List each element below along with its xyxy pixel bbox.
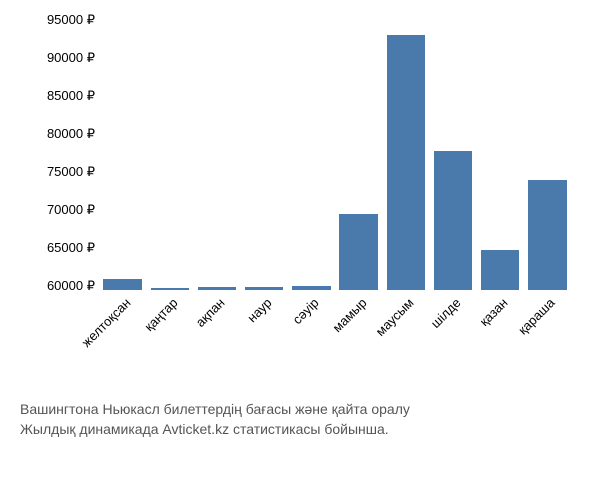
x-tick-label: ақпан bbox=[193, 295, 228, 330]
x-tick-label: шілде bbox=[428, 295, 464, 331]
x-label-slot: наур bbox=[242, 290, 287, 390]
x-label-slot: маусым bbox=[383, 290, 428, 390]
x-label-slot: қаңтар bbox=[147, 290, 192, 390]
caption-line-2: Жылдық динамикада Avticket.kz статистика… bbox=[20, 420, 580, 440]
bar bbox=[481, 250, 519, 290]
x-label-slot: желтоқсан bbox=[100, 290, 145, 390]
x-tick-label: қазан bbox=[477, 295, 511, 329]
x-tick-label: қаңтар bbox=[141, 295, 180, 334]
bar-slot bbox=[289, 20, 334, 290]
bar-slot bbox=[430, 20, 475, 290]
bar bbox=[387, 35, 425, 290]
bar-slot bbox=[147, 20, 192, 290]
y-axis: 60000 ₽65000 ₽70000 ₽75000 ₽80000 ₽85000… bbox=[20, 20, 100, 290]
bar bbox=[434, 151, 472, 290]
price-bar-chart: 60000 ₽ 65000 ₽ 70000 ₽ 75000 ₽ 80000 ₽ 85000… bbox=[20, 10, 580, 390]
chart-caption: Вашингтона Ньюкасл билеттердің бағасы жә… bbox=[20, 400, 580, 439]
bar-slot bbox=[525, 20, 570, 290]
bar-slot bbox=[194, 20, 239, 290]
bar-slot bbox=[100, 20, 145, 290]
x-tick-label: сәуір bbox=[290, 295, 322, 327]
y-tick-label: 90000 ₽ bbox=[47, 50, 95, 66]
x-label-slot: мамыр bbox=[336, 290, 381, 390]
y-tick-label: 70000 ₽ bbox=[47, 202, 95, 218]
x-label-slot: қазан bbox=[478, 290, 523, 390]
y-tick-label: 75000 ₽ bbox=[47, 164, 95, 180]
bar-slot bbox=[478, 20, 523, 290]
bars-group bbox=[100, 20, 570, 290]
plot-area bbox=[100, 20, 570, 290]
caption-line-1: Вашингтона Ньюкасл билеттердің бағасы жә… bbox=[20, 400, 580, 420]
x-tick-label: наур bbox=[245, 295, 275, 325]
x-label-slot: ақпан bbox=[194, 290, 239, 390]
x-axis: желтоқсанқаңтарақпаннаурсәуірмамырмаусым… bbox=[100, 290, 570, 390]
x-label-slot: қараша bbox=[525, 290, 570, 390]
bar-slot bbox=[336, 20, 381, 290]
y-tick-label: 95000 ₽ bbox=[47, 12, 95, 28]
bar bbox=[103, 279, 141, 290]
bar bbox=[339, 214, 377, 290]
y-tick-label: 85000 ₽ bbox=[47, 88, 95, 104]
x-tick-label: желтоқсан bbox=[78, 295, 133, 350]
bar-slot bbox=[383, 20, 428, 290]
bar bbox=[528, 180, 566, 290]
y-tick-label: 65000 ₽ bbox=[47, 240, 95, 256]
y-tick-label: 60000 ₽ bbox=[47, 278, 95, 294]
bar-slot bbox=[242, 20, 287, 290]
x-tick-label: мамыр bbox=[329, 295, 369, 335]
x-label-slot: сәуір bbox=[289, 290, 334, 390]
x-label-slot: шілде bbox=[430, 290, 475, 390]
y-tick-label: 80000 ₽ bbox=[47, 126, 95, 142]
